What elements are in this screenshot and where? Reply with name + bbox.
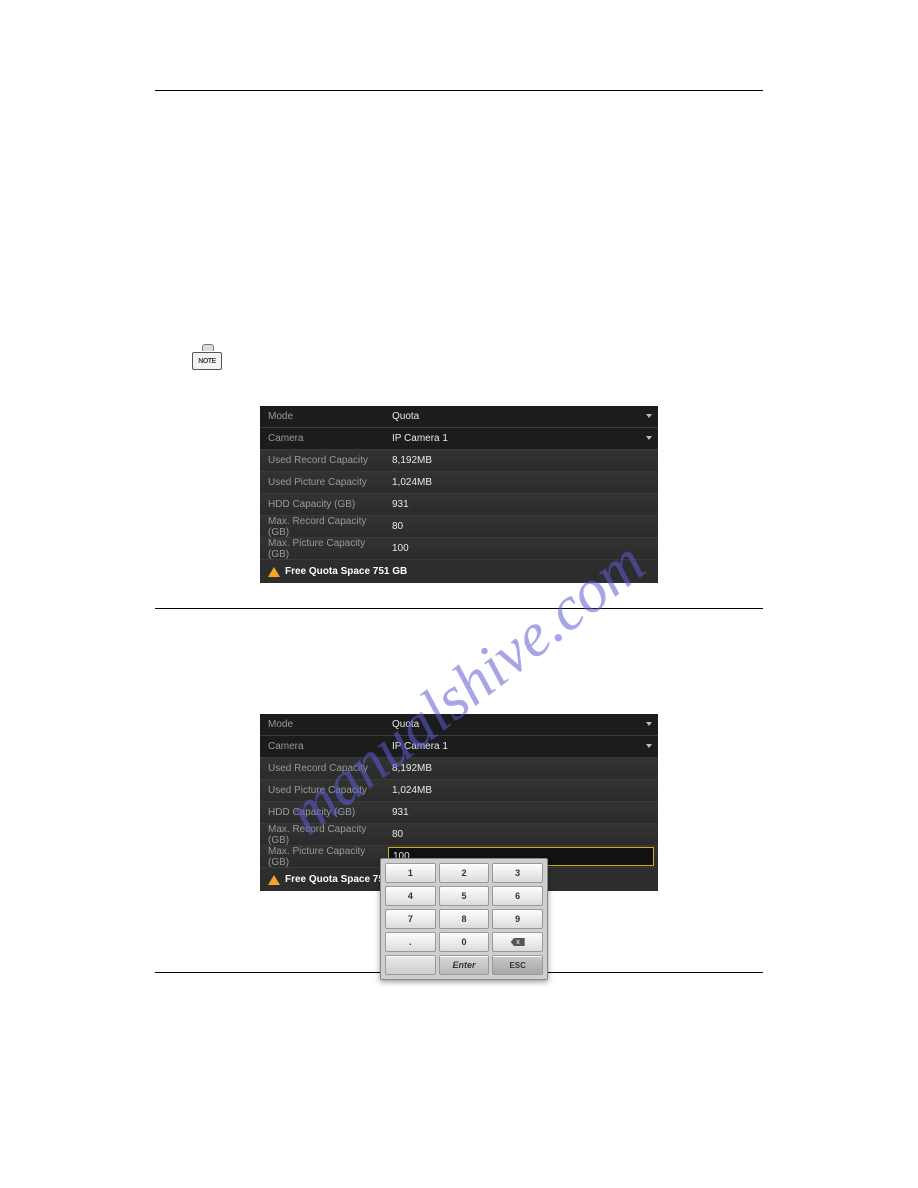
numeric-keypad: 1 2 3 4 5 6 7 8 9 . 0 Enter ESC xyxy=(380,858,548,980)
keypad-4[interactable]: 4 xyxy=(385,886,436,906)
settings-row-label: HDD Capacity (GB) xyxy=(260,807,388,818)
settings-row: Used Picture Capacity1,024MB xyxy=(260,780,658,802)
keypad-enter[interactable]: Enter xyxy=(439,955,490,975)
warning-icon xyxy=(268,875,280,885)
settings-row: Max. Picture Capacity (GB)100 xyxy=(260,538,658,560)
free-quota-text: Free Quota Space 751 GB xyxy=(285,566,407,577)
note-icon: NOTE xyxy=(192,348,222,370)
settings-row: Max. Record Capacity (GB)80 xyxy=(260,516,658,538)
keypad-dot[interactable]: . xyxy=(385,932,436,952)
settings-row-label: Used Picture Capacity xyxy=(260,785,388,796)
chevron-down-icon xyxy=(646,722,652,726)
settings-row-value[interactable]: Quota xyxy=(388,714,658,735)
keypad-5[interactable]: 5 xyxy=(439,886,490,906)
settings-row-label: Max. Record Capacity (GB) xyxy=(260,516,388,538)
settings-row-value[interactable]: IP Camera 1 xyxy=(388,428,658,449)
settings-row: Used Record Capacity8,192MB xyxy=(260,450,658,472)
note-label: NOTE xyxy=(192,352,222,370)
settings-row-value: 931 xyxy=(388,494,658,515)
settings-row: Used Picture Capacity1,024MB xyxy=(260,472,658,494)
free-quota-row: Free Quota Space 751 GB xyxy=(260,560,658,583)
settings-row-label: Used Record Capacity xyxy=(260,455,388,466)
keypad-2[interactable]: 2 xyxy=(439,863,490,883)
settings-row-label: Mode xyxy=(260,719,388,730)
settings-row-value[interactable]: IP Camera 1 xyxy=(388,736,658,757)
keypad-blank[interactable] xyxy=(385,955,436,975)
settings-row-label: Camera xyxy=(260,741,388,752)
settings-row-value: 100 xyxy=(388,538,658,559)
settings-row-value: 80 xyxy=(388,824,658,845)
keypad-9[interactable]: 9 xyxy=(492,909,543,929)
chevron-down-icon xyxy=(646,744,652,748)
keypad-1[interactable]: 1 xyxy=(385,863,436,883)
keypad-7[interactable]: 7 xyxy=(385,909,436,929)
settings-row[interactable]: ModeQuota xyxy=(260,406,658,428)
settings-row: HDD Capacity (GB)931 xyxy=(260,802,658,824)
chevron-down-icon xyxy=(646,436,652,440)
settings-row: HDD Capacity (GB)931 xyxy=(260,494,658,516)
settings-row[interactable]: CameraIP Camera 1 xyxy=(260,736,658,758)
keypad-esc[interactable]: ESC xyxy=(492,955,543,975)
settings-row-label: Camera xyxy=(260,433,388,444)
chevron-down-icon xyxy=(646,414,652,418)
settings-row-label: Mode xyxy=(260,411,388,422)
settings-row-label: Used Picture Capacity xyxy=(260,477,388,488)
keypad-backspace[interactable] xyxy=(492,932,543,952)
divider-mid xyxy=(155,608,763,609)
settings-row-value: 80 xyxy=(388,516,658,537)
settings-row-value: 1,024MB xyxy=(388,780,658,801)
settings-row: Max. Record Capacity (GB)80 xyxy=(260,824,658,846)
page: NOTE ModeQuotaCameraIP Camera 1Used Reco… xyxy=(0,0,918,1188)
keypad-8[interactable]: 8 xyxy=(439,909,490,929)
settings-row-value: 931 xyxy=(388,802,658,823)
settings-row-label: Max. Picture Capacity (GB) xyxy=(260,538,388,560)
keypad-6[interactable]: 6 xyxy=(492,886,543,906)
settings-row-label: Used Record Capacity xyxy=(260,763,388,774)
settings-row-label: Max. Record Capacity (GB) xyxy=(260,824,388,846)
settings-row-value[interactable]: Quota xyxy=(388,406,658,427)
warning-icon xyxy=(268,567,280,577)
settings-row-value: 8,192MB xyxy=(388,450,658,471)
settings-row[interactable]: ModeQuota xyxy=(260,714,658,736)
settings-row[interactable]: CameraIP Camera 1 xyxy=(260,428,658,450)
settings-row-value: 1,024MB xyxy=(388,472,658,493)
settings-row: Used Record Capacity8,192MB xyxy=(260,758,658,780)
divider-top xyxy=(155,90,763,91)
keypad-3[interactable]: 3 xyxy=(492,863,543,883)
settings-row-value: 8,192MB xyxy=(388,758,658,779)
settings-row-label: HDD Capacity (GB) xyxy=(260,499,388,510)
backspace-icon xyxy=(510,937,526,947)
keypad-0[interactable]: 0 xyxy=(439,932,490,952)
settings-row-label: Max. Picture Capacity (GB) xyxy=(260,846,388,868)
storage-mode-panel: ModeQuotaCameraIP Camera 1Used Record Ca… xyxy=(260,406,658,583)
